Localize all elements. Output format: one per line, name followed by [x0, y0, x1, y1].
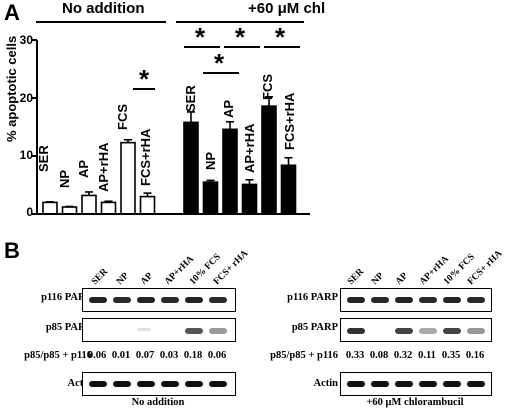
bar-label-np-black: NP — [203, 151, 218, 170]
sig-line-ap-aprha — [224, 46, 260, 48]
lane-label-left-ap: AP — [139, 271, 156, 288]
sig-line-fcs-fcsrha — [264, 46, 300, 48]
bar-label-ser-black: SER — [183, 85, 198, 112]
lane-label-right-ap: AP — [394, 271, 411, 288]
row-label-p85-left: p85 PARP — [45, 322, 92, 333]
bar-label-ser-white: SER — [36, 145, 51, 172]
sig-line-ser-np — [184, 46, 220, 48]
panel-a-letter: A — [4, 0, 20, 25]
y-tick-10: 10 — [19, 148, 33, 162]
lane-label-right-ser: SER — [346, 266, 367, 288]
group-title-no-addition: No addition — [62, 0, 145, 17]
row-label-ratio-left: p85/p85 + p116 — [24, 350, 92, 361]
ratio-right-ap: 0.32 — [393, 350, 413, 361]
bar-ser-white — [42, 201, 58, 215]
bar-label-ap-white: AP — [76, 159, 91, 178]
row-label-ratio-right: p85/p85 + p116 — [270, 350, 338, 361]
ratio-right-fcsrha: 0.16 — [465, 350, 485, 361]
bar-label-aprha-white: AP+rHA — [96, 142, 111, 193]
sig-star-ser-np: * — [195, 22, 206, 52]
bar-chart — [32, 39, 310, 215]
bar-fcs-black — [261, 105, 277, 215]
y-tick-30: 30 — [19, 33, 33, 47]
bar-label-ap-black: AP — [221, 99, 236, 118]
sig-line-np-ap — [203, 72, 239, 74]
row-label-p116-right: p116 PARP — [287, 292, 338, 303]
bar-fcsrha-black — [280, 164, 297, 215]
blot-actin-right — [340, 372, 492, 396]
sig-star-fcs-fcsrha: * — [275, 22, 286, 52]
ratio-right-np: 0.08 — [369, 350, 389, 361]
bar-label-fcs-white: FCS — [115, 104, 130, 130]
lane-label-left-np: NP — [115, 271, 132, 288]
bar-label-np-white: NP — [57, 169, 72, 188]
row-label-actin-right: Actin — [313, 378, 339, 389]
ratio-left-ap: 0.07 — [135, 350, 155, 361]
bar-aprha-black — [241, 183, 258, 215]
row-label-actin-left: Actin — [67, 378, 93, 389]
sig-star-ap-aprha: * — [235, 22, 246, 52]
row-label-p85-right: p85 PARP — [291, 322, 338, 333]
row-label-p116-left: p116 PARP — [41, 292, 92, 303]
bar-label-fcsrha-white: FCS+rHA — [138, 128, 153, 186]
ratio-right-ser: 0.33 — [345, 350, 365, 361]
lane-label-right-np: NP — [370, 271, 387, 288]
bar-fcsrha-white — [139, 195, 156, 215]
blot-p85-left — [82, 318, 236, 342]
blot-p116-left — [82, 288, 236, 312]
bar-np-black — [202, 181, 219, 215]
bar-ap-white — [81, 194, 97, 215]
bar-label-aprha-black: AP+rHA — [242, 123, 257, 174]
caption-no-addition: No addition — [131, 397, 185, 408]
ratio-left-np: 0.01 — [111, 350, 131, 361]
sig-star-np-ap: * — [214, 48, 225, 78]
bar-ser-black — [183, 121, 199, 215]
bar-label-fcsrha-black: FCS+rHA — [282, 92, 297, 150]
bar-fcs-white — [120, 141, 136, 215]
panel-b-letter: B — [4, 238, 20, 263]
bar-aprha-white — [100, 201, 117, 215]
ratio-left-aprha: 0.03 — [159, 350, 179, 361]
y-tick-0: 0 — [26, 205, 33, 219]
lane-label-left-ser: SER — [90, 266, 111, 288]
blot-actin-left — [82, 372, 236, 396]
bar-label-fcs-black: FCS — [260, 74, 275, 100]
ratio-left-fcsrha: 0.06 — [207, 350, 227, 361]
group-bracket-left — [36, 21, 166, 23]
ratio-left-fcs: 0.18 — [183, 350, 203, 361]
group-bracket-right — [176, 21, 304, 23]
blot-p116-right — [340, 288, 492, 312]
ratio-right-fcs: 0.35 — [441, 350, 461, 361]
bar-ap-black — [222, 128, 238, 215]
bar-np-white — [61, 206, 78, 215]
ratio-right-aprha: 0.11 — [418, 350, 436, 361]
ratio-left-ser: 0.06 — [87, 350, 107, 361]
group-title-chl: +60 μM chl — [248, 0, 326, 17]
sig-star-fcs-white: * — [139, 64, 150, 94]
sig-line-fcs-white — [133, 88, 155, 90]
y-tick-20: 20 — [19, 91, 33, 105]
caption-chlorambucil: +60 μM chlorambucil — [366, 397, 464, 408]
blot-p85-right — [340, 318, 492, 342]
